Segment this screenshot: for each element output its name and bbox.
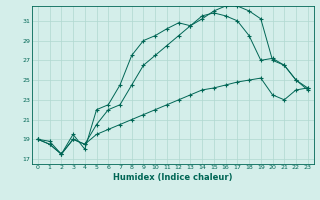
X-axis label: Humidex (Indice chaleur): Humidex (Indice chaleur) (113, 173, 233, 182)
